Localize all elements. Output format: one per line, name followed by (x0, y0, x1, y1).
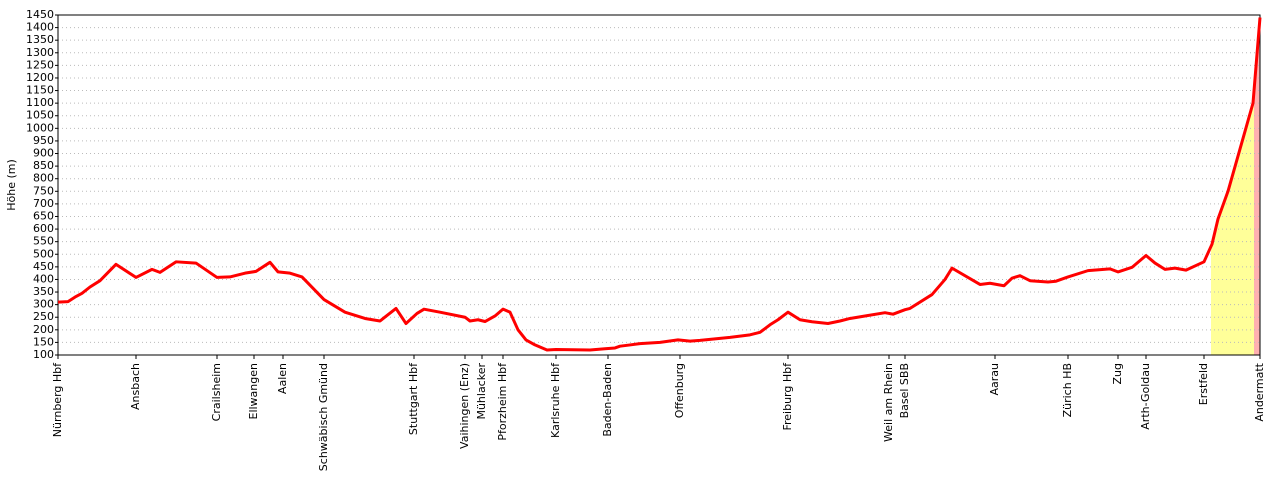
y-tick-label: 600 (33, 222, 54, 235)
station-label: Basel SBB (898, 363, 911, 418)
y-tick-label: 1450 (26, 8, 54, 21)
station-label: Vaihingen (Enz) (458, 363, 471, 449)
y-tick-label: 1400 (26, 21, 54, 34)
y-tick-label: 150 (33, 335, 54, 348)
station-label: Aalen (276, 363, 289, 394)
y-tick-label: 400 (33, 272, 54, 285)
y-tick-label: 1150 (26, 84, 54, 97)
y-tick-label: 700 (33, 197, 54, 210)
y-tick-label: 1050 (26, 109, 54, 122)
plot-frame (57, 14, 1261, 356)
y-tick-label: 350 (33, 285, 54, 298)
y-tick-label: 950 (33, 134, 54, 147)
y-tick-label: 250 (33, 310, 54, 323)
station-label: Weil am Rhein (882, 363, 895, 442)
elevation-line (57, 17, 1262, 352)
station-label: Stuttgart Hbf (407, 362, 420, 435)
y-tick-label: 750 (33, 184, 54, 197)
station-label: Erstfeld (1197, 363, 1210, 405)
y-tick-label: 800 (33, 172, 54, 185)
y-tick-label: 550 (33, 235, 54, 248)
y-tick-label: 1250 (26, 58, 54, 71)
highlight-area (1254, 17, 1260, 355)
station-label: Ellwangen (247, 363, 260, 420)
station-label: Ansbach (129, 363, 142, 410)
y-tick-label: 650 (33, 209, 54, 222)
y-tick-label: 200 (33, 323, 54, 336)
y-tick-label: 850 (33, 159, 54, 172)
y-tick-label: 100 (33, 348, 54, 361)
y-axis-label: Höhe (m) (5, 159, 18, 211)
station-label: Baden-Baden (601, 363, 614, 437)
station-label: Karlsruhe Hbf (549, 362, 562, 438)
station-label: Zug (1111, 363, 1124, 385)
y-tick-label: 500 (33, 247, 54, 260)
y-tick-label: 450 (33, 260, 54, 273)
y-tick-label: 900 (33, 147, 54, 160)
station-label: Pforzheim Hbf (496, 362, 509, 441)
y-tick-label: 1300 (26, 46, 54, 59)
station-label: Schwäbisch Gmünd (317, 363, 330, 471)
station-label: Offenburg (673, 363, 686, 418)
station-label: Freiburg Hbf (781, 362, 794, 431)
station-label: Mühlacker (475, 363, 488, 420)
station-label: Zürich HB (1061, 363, 1074, 417)
station-label: Nürnberg Hbf (51, 362, 64, 437)
highlight-area (1211, 90, 1254, 355)
station-label: Andermatt (1253, 362, 1266, 421)
y-tick-label: 1000 (26, 121, 54, 134)
y-tick-label: 1350 (26, 33, 54, 46)
station-label: Arth-Goldau (1139, 363, 1152, 430)
y-tick-label: 1200 (26, 71, 54, 84)
y-tick-label: 1100 (26, 96, 54, 109)
station-label: Aarau (988, 363, 1001, 396)
y-tick-label: 300 (33, 298, 54, 311)
station-label: Crailsheim (210, 363, 223, 421)
